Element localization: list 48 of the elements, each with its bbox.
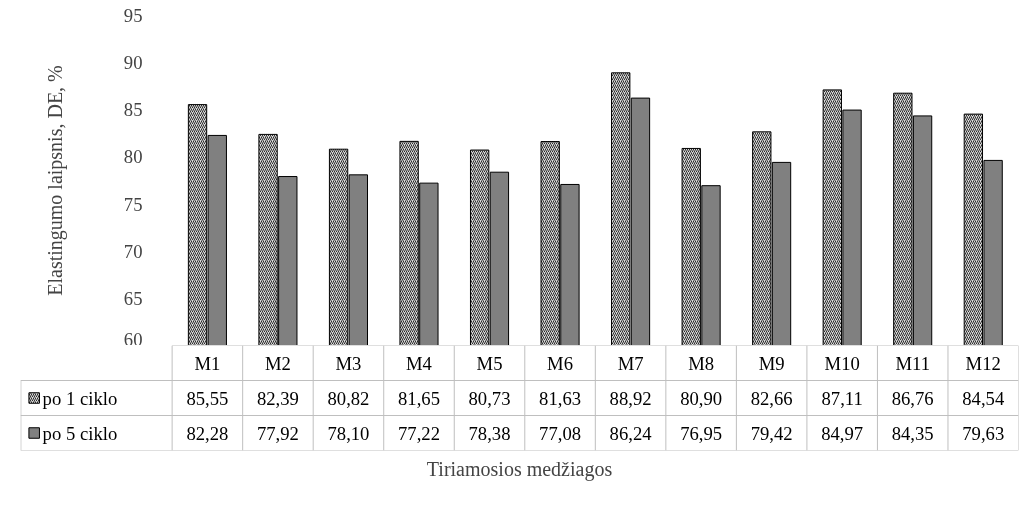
data-label: 82,28 (186, 422, 229, 444)
data-label: 84,35 (891, 422, 934, 444)
data-label: 79,42 (750, 422, 793, 444)
data-label: 86,76 (891, 387, 934, 409)
x-tick-label: M8 (688, 352, 715, 374)
legend-label: po 1 ciklo (42, 387, 118, 409)
data-label: 81,65 (398, 387, 440, 409)
y-tick-label: 60 (123, 328, 143, 350)
y-tick-label: 80 (123, 146, 143, 168)
x-tick-label: M7 (617, 352, 644, 374)
data-label: 86,24 (609, 422, 653, 444)
legend-label: po 5 ciklo (42, 422, 118, 444)
x-tick-label: M4 (406, 352, 433, 374)
x-tick-label: M5 (476, 352, 503, 374)
data-label: 77,22 (398, 422, 440, 444)
y-tick-label: 90 (123, 52, 143, 74)
data-label: 88,92 (609, 387, 652, 409)
data-label: 77,08 (539, 422, 582, 444)
data-label: 84,54 (962, 387, 1005, 409)
data-label: 81,63 (539, 387, 582, 409)
data-label: 76,95 (680, 422, 723, 444)
data-label: 79,63 (962, 422, 1005, 444)
x-tick-label: M3 (335, 352, 362, 374)
x-tick-label: M1 (194, 352, 221, 374)
x-tick-label: M12 (965, 352, 1001, 374)
y-tick-label: 85 (123, 99, 143, 121)
y-tick-label: 75 (123, 193, 143, 215)
data-label: 82,39 (256, 387, 299, 409)
data-label: 80,90 (680, 387, 723, 409)
data-label: 80,82 (327, 387, 370, 409)
y-tick-label: 65 (123, 287, 143, 309)
x-tick-label: M11 (895, 352, 930, 374)
y-axis-title: Elastingumo laipsnis, DE, % (43, 65, 67, 296)
data-label: 80,73 (468, 387, 511, 409)
x-tick-label: M6 (547, 352, 574, 374)
y-tick-label: 95 (123, 5, 143, 26)
x-tick-label: M2 (264, 352, 291, 374)
data-label: 85,55 (186, 387, 229, 409)
data-label: 78,38 (468, 422, 511, 444)
x-tick-label: M10 (824, 352, 860, 374)
data-label: 87,11 (821, 387, 863, 409)
data-label: 78,10 (327, 422, 370, 444)
data-label: 77,92 (256, 422, 299, 444)
x-tick-label: M9 (758, 352, 785, 374)
x-axis-title: Tiriamosios medžiagos (426, 457, 613, 481)
data-label: 84,97 (821, 422, 864, 444)
y-tick-label: 70 (123, 240, 143, 262)
data-label: 82,66 (750, 387, 793, 409)
